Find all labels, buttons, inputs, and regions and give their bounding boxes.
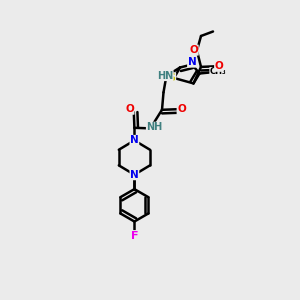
Text: CH₃: CH₃ [210,68,226,76]
Text: NH: NH [146,122,163,132]
Text: O: O [177,104,186,114]
Text: O: O [189,45,198,55]
Text: N: N [130,170,139,180]
Text: N: N [130,135,139,146]
Text: HN: HN [157,70,173,81]
Text: N: N [188,57,196,67]
Text: F: F [130,231,138,241]
Text: S: S [168,73,176,83]
Text: O: O [214,61,224,71]
Text: O: O [125,104,134,114]
